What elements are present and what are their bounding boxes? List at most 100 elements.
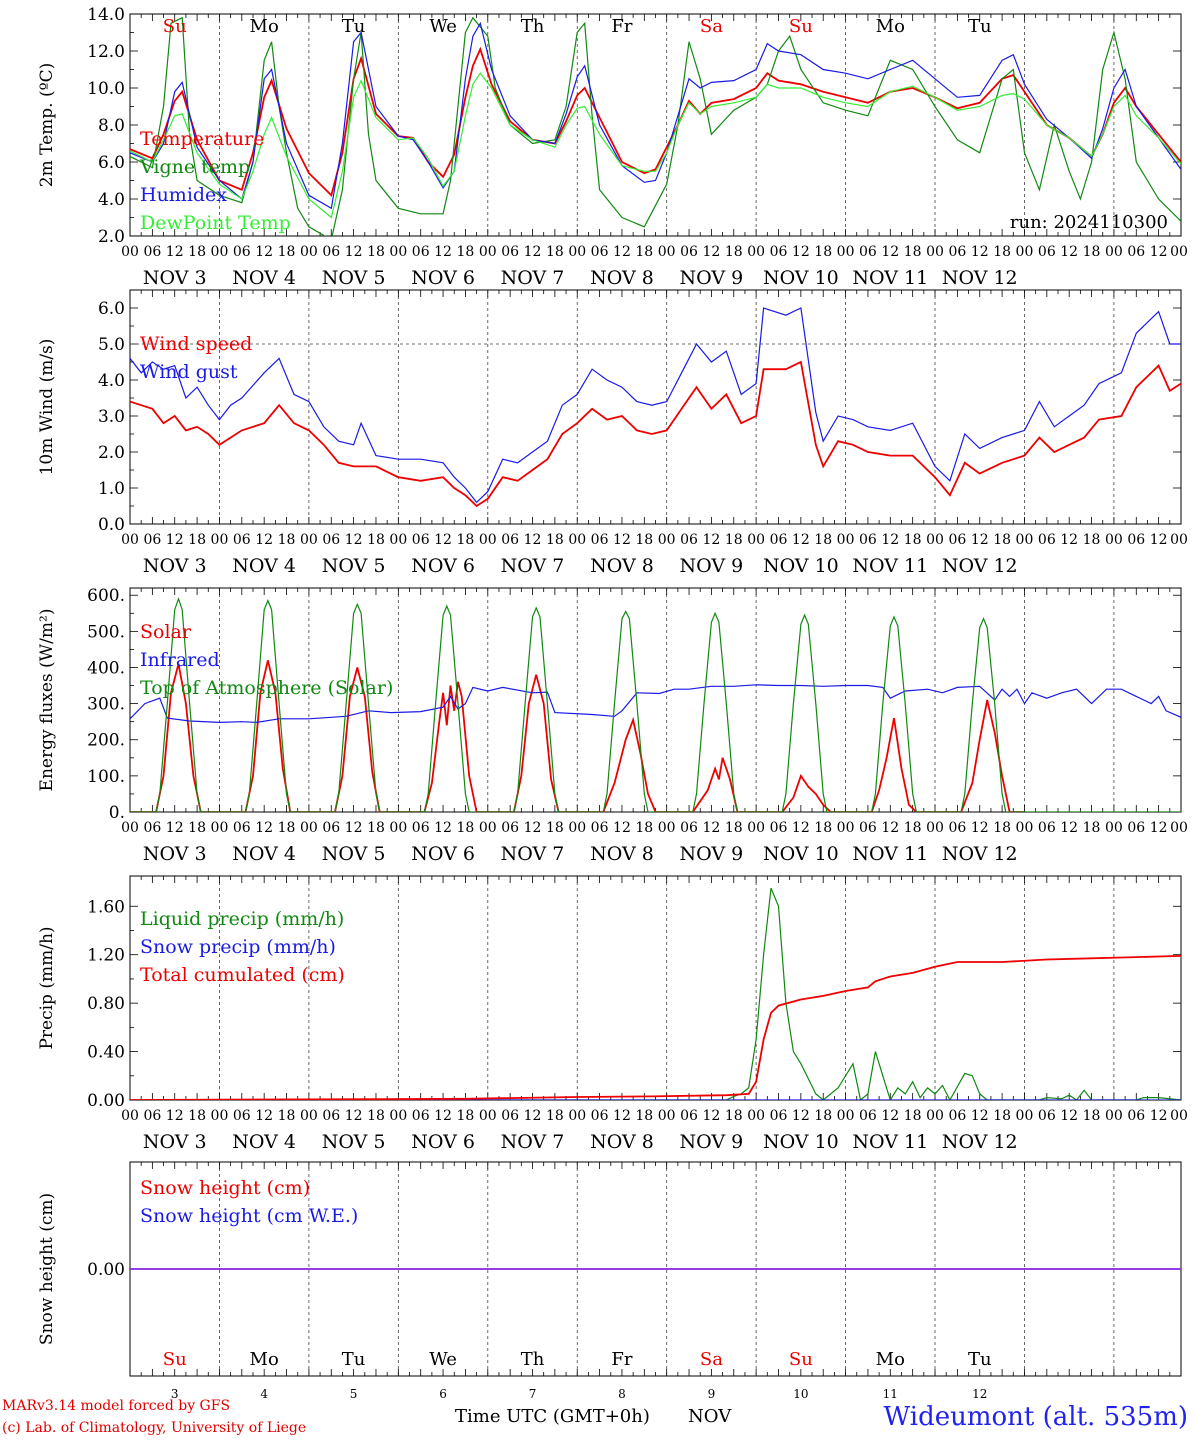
hour-tick-label: 00 [837,532,855,548]
legend-entry: Liquid precip (mm/h) [140,908,344,930]
hour-tick-label: 12 [971,532,989,548]
y-tick-label: 1.0 [98,479,125,499]
date-label: NOV 3 [143,267,207,289]
y-tick-label: 8.0 [98,116,125,136]
y-tick-label: 4.0 [98,190,125,210]
hour-tick-label: 00 [300,532,318,548]
hour-tick-label: 18 [904,244,922,260]
hour-tick-label: 18 [188,1108,206,1124]
series-line-humidex [130,21,1181,210]
weekday-label: Su [789,1349,813,1370]
date-label: NOV 3 [143,1131,207,1153]
hour-tick-label: 12 [881,244,899,260]
weekday-label: Th [521,1349,545,1370]
date-label: NOV 4 [232,555,296,577]
hour-tick-label: 12 [613,820,631,836]
plot-frame [129,587,1182,813]
hour-tick-label: 06 [948,820,966,836]
legend-entry: Humidex [140,184,227,206]
hour-tick-label: 12 [613,532,631,548]
hour-tick-label: 00 [1016,532,1034,548]
hour-tick-label: 06 [412,244,430,260]
hour-tick-label: 18 [278,820,296,836]
hour-tick-label: 18 [546,244,564,260]
date-label: NOV 12 [942,1131,1018,1153]
date-label: NOV 11 [852,843,928,865]
hour-tick-label: 12 [971,820,989,836]
hour-tick-label: 06 [680,1108,698,1124]
hour-tick-label: 00 [568,820,586,836]
y-tick-label: 0.80 [87,994,125,1014]
hour-tick-label: 06 [501,532,519,548]
y-axis-label: 2m Temp. (ºC) [37,63,57,188]
hour-tick-label: 00 [747,820,765,836]
date-number: 7 [529,1387,537,1401]
hour-tick-label: 00 [1016,244,1034,260]
hour-tick-label: 12 [345,244,363,260]
hour-tick-label: 18 [367,532,385,548]
hour-tick-label: 12 [702,1108,720,1124]
hour-tick-label: 12 [166,244,184,260]
hour-tick-label: 18 [904,532,922,548]
y-tick-label: 6.0 [98,153,125,173]
date-number: 9 [708,1387,716,1401]
weekday-label: Fr [611,1349,632,1370]
date-label: NOV 10 [763,843,839,865]
y-tick-label: 0.0 [98,515,125,535]
date-label: NOV 5 [322,555,386,577]
hour-tick-label: 00 [1016,1108,1034,1124]
hour-tick-label: 12 [1150,532,1168,548]
panel-3: 0. 100. 200. 300. 400. 500. 600. Energy fluxes … [37,586,1188,865]
hour-tick-label: 00 [1105,532,1123,548]
legend-entry: Vigne temp [139,156,250,178]
legend-entry: Wind gust [140,361,238,383]
hour-tick-label: 18 [814,244,832,260]
hour-tick-label: 18 [457,244,475,260]
panel-5: 0.00 Snow height (cm) Snow height (cm) Snow… [37,1161,1182,1401]
hour-tick-label: 06 [948,244,966,260]
date-label: NOV 5 [322,1131,386,1153]
hour-tick-label: 18 [546,820,564,836]
hour-tick-label: 18 [457,820,475,836]
y-tick-label: 5.0 [98,335,125,355]
date-label: NOV 9 [680,1131,744,1153]
hour-tick-label: 18 [1083,820,1101,836]
hour-tick-label: 00 [658,244,676,260]
hour-tick-label: 12 [971,1108,989,1124]
hour-tick-label: 12 [792,532,810,548]
series-line-temperature [130,46,1181,198]
legend-entry: DewPoint Temp [140,212,291,234]
y-tick-label: 10.0 [87,79,125,99]
hour-tick-label: 12 [255,532,273,548]
hour-tick-label: 00 [300,1108,318,1124]
hour-tick-label: 00 [926,820,944,836]
hour-tick-label: 18 [278,244,296,260]
weekday-label: Sa [700,16,723,37]
legend-entry: Total cumulated (cm) [140,964,345,986]
hour-tick-label: 12 [434,532,452,548]
y-tick-label: 1.60 [87,897,125,917]
y-axis-label: Snow height (cm) [37,1193,57,1345]
hour-tick-label: 06 [412,532,430,548]
hour-tick-label: 12 [255,244,273,260]
date-label: NOV 7 [501,267,565,289]
hour-tick-label: 00 [568,244,586,260]
legend-entry: Infrared [140,649,220,671]
date-label: NOV 8 [590,555,654,577]
weekday-label: Su [163,16,187,37]
y-tick-label: 400. [87,658,125,678]
date-number: 5 [350,1387,358,1401]
hour-tick-label: 12 [792,1108,810,1124]
hour-tick-label: 12 [1150,1108,1168,1124]
hour-tick-label: 06 [859,532,877,548]
hour-tick-label: 06 [591,1108,609,1124]
hour-tick-label: 00 [479,820,497,836]
hour-tick-label: 00 [389,532,407,548]
date-label: NOV 8 [590,267,654,289]
hour-tick-label: 18 [367,1108,385,1124]
y-axis-label: 10m Wind (m/s) [37,339,57,476]
hour-tick-label: 00 [211,1108,229,1124]
hour-tick-label: 06 [1127,1108,1145,1124]
hour-tick-label: 06 [233,244,251,260]
hour-tick-label: 18 [367,820,385,836]
